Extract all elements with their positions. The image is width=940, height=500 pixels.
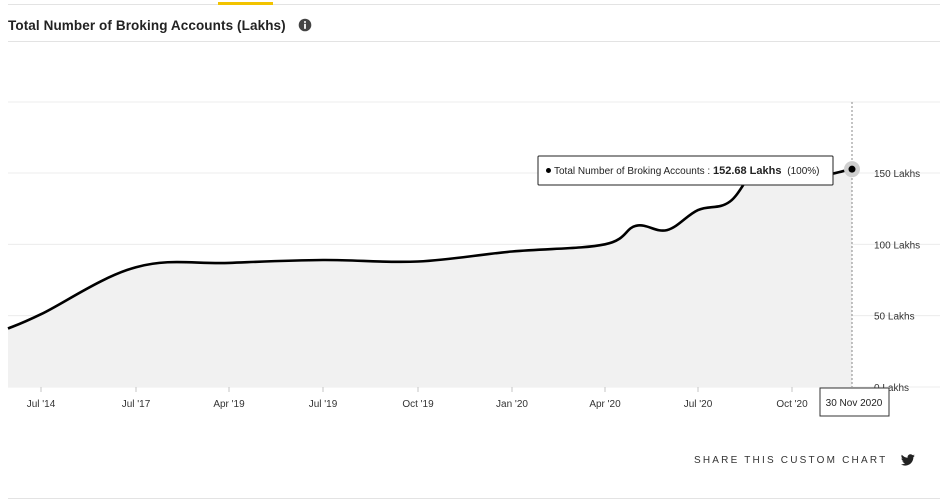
chart-header: Total Number of Broking Accounts (Lakhs) <box>8 15 312 35</box>
y-axis: 0 Lakhs 50 Lakhs 100 Lakhs 150 Lakhs <box>874 169 920 394</box>
x-tick-label: Oct '20 <box>776 399 808 410</box>
active-tab-indicator <box>218 2 273 5</box>
x-tick-label: Oct '19 <box>402 399 434 410</box>
y-tick-label: 50 Lakhs <box>874 312 915 323</box>
x-tick-label: Apr '20 <box>589 399 621 410</box>
tooltip-bullet <box>546 168 551 173</box>
chart-title: Total Number of Broking Accounts (Lakhs) <box>8 17 286 33</box>
x-tick-label: Jul '17 <box>122 399 151 410</box>
header-divider <box>8 41 940 42</box>
y-tick-label: 150 Lakhs <box>874 169 920 180</box>
x-tick-label: Jul '19 <box>309 399 338 410</box>
crosshair-date-box <box>819 387 890 417</box>
tooltip-box <box>537 155 834 186</box>
x-tick-label: Apr '19 <box>213 399 245 410</box>
marker-point <box>848 165 856 173</box>
tooltip-text: Total Number of Broking Accounts : 152.6… <box>554 165 820 177</box>
crosshair-date-text: 30 Nov 2020 <box>826 398 883 409</box>
twitter-icon[interactable] <box>901 454 916 466</box>
crosshair-date-label: 30 Nov 2020 <box>819 387 890 417</box>
share-label[interactable]: SHARE THIS CUSTOM CHART <box>694 454 888 466</box>
series-area <box>8 163 852 387</box>
top-divider <box>8 4 940 5</box>
last-point-marker <box>844 161 860 178</box>
y-tick-label: 0 Lakhs <box>874 383 909 394</box>
broking-accounts-chart: 0 Lakhs 50 Lakhs 100 Lakhs 150 Lakhs Jul '1… <box>7 101 940 417</box>
x-tick-label: Jul '14 <box>27 399 56 410</box>
bottom-divider <box>8 498 940 499</box>
x-axis: Jul '14 Jul '17 Apr '19 Jul '19 Oct '19 Jan '… <box>27 387 808 410</box>
tooltip-suffix: (100%) <box>787 166 819 177</box>
y-tick-label: 100 Lakhs <box>874 240 920 251</box>
tooltip: Total Number of Broking Accounts : 152.6… <box>537 155 834 186</box>
x-tick-label: Jan '20 <box>496 399 528 410</box>
tooltip-prefix: Total Number of Broking Accounts : <box>554 166 710 177</box>
tooltip-value: 152.68 Lakhs <box>713 165 782 177</box>
share-bar: SHARE THIS CUSTOM CHART <box>694 454 916 466</box>
x-tick-label: Jul '20 <box>684 399 713 410</box>
info-icon[interactable] <box>298 18 312 32</box>
